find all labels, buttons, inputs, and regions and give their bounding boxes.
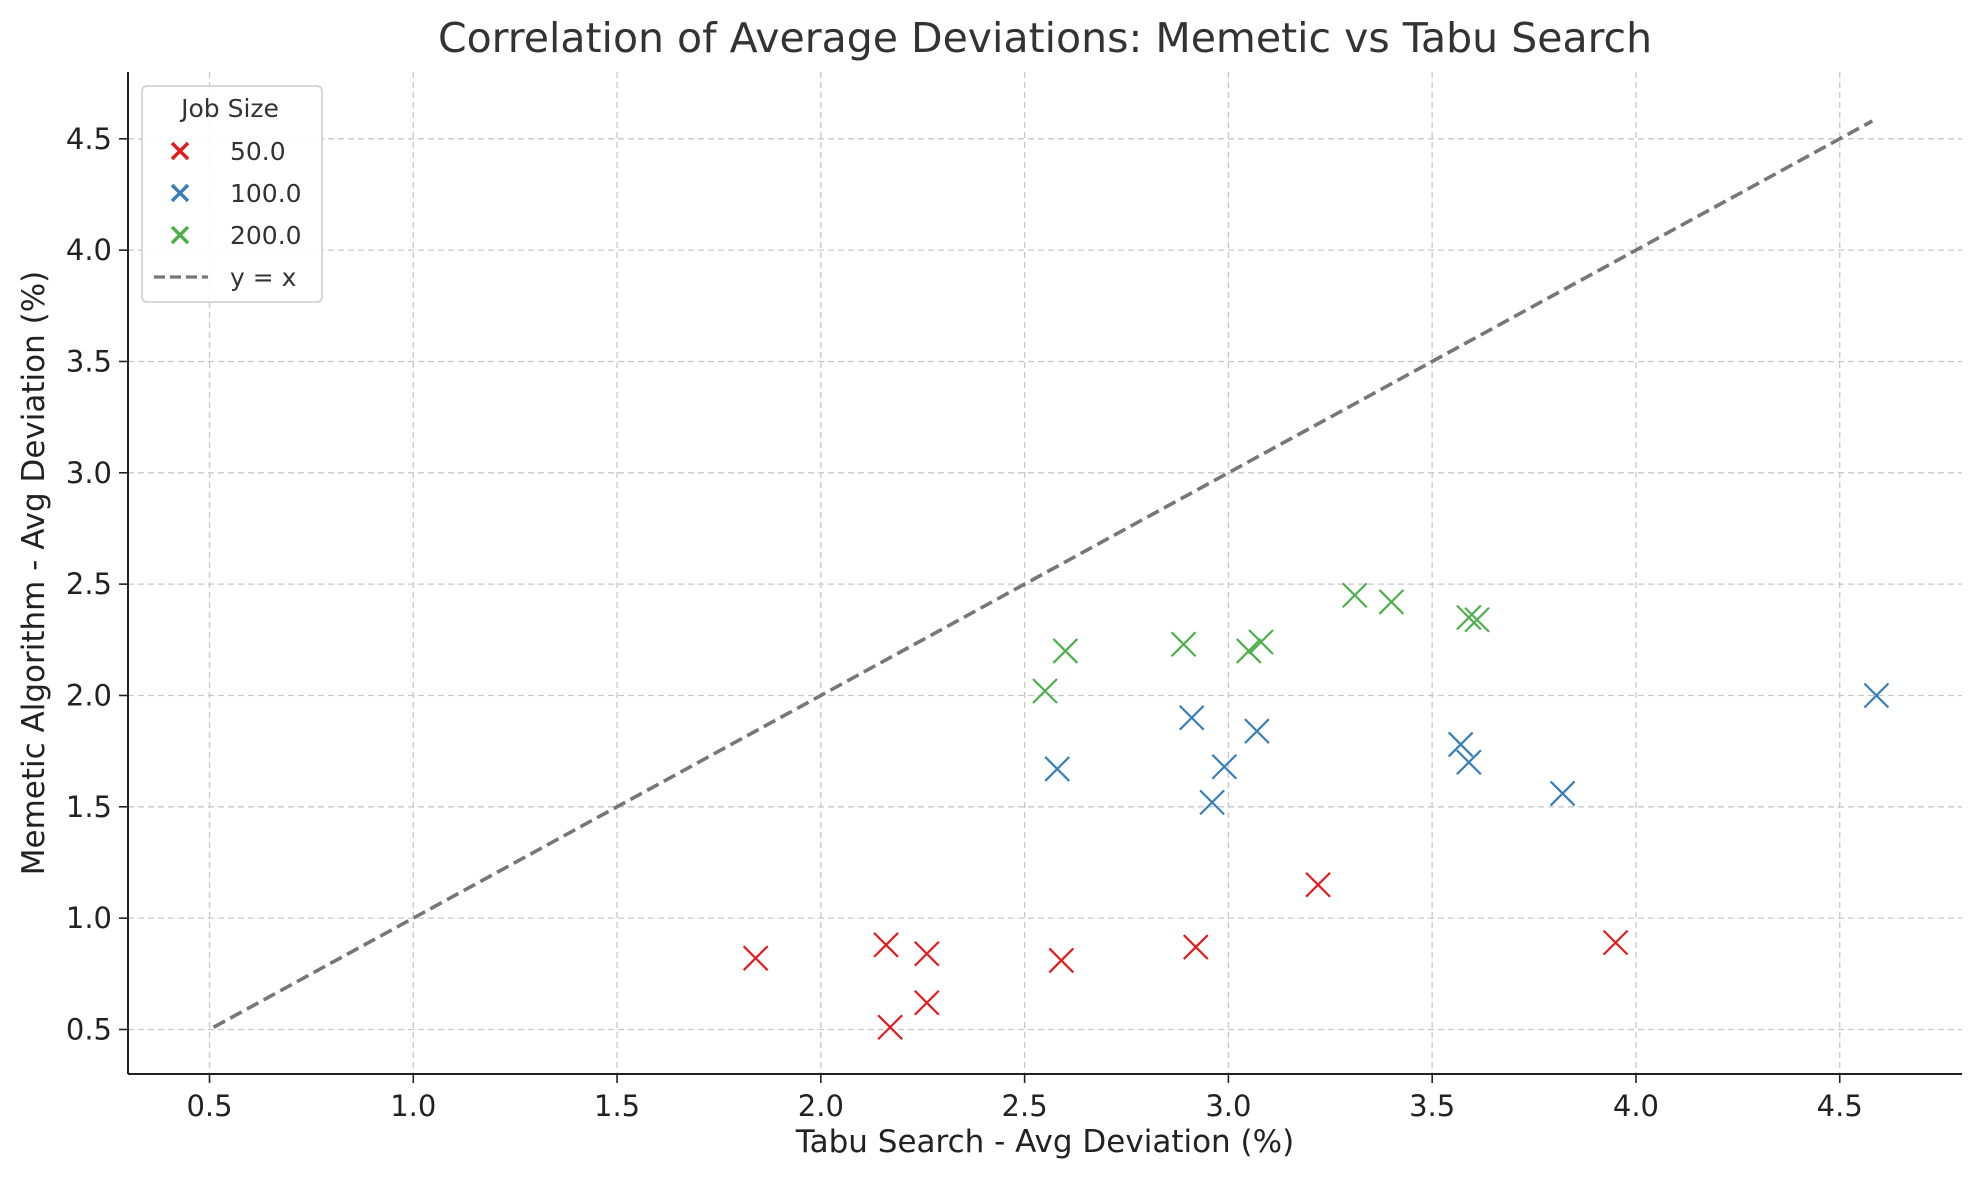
y-tick-label: 2.0 xyxy=(66,678,112,712)
legend-entry-50_0: 50.0 xyxy=(170,137,286,166)
legend-label: 50.0 xyxy=(230,137,286,166)
data-point-jobsize-50_0 xyxy=(1602,929,1629,956)
data-point-jobsize-100_0 xyxy=(1199,789,1225,816)
data-point-jobsize-100_0 xyxy=(1549,780,1576,807)
data-point-jobsize-200_0 xyxy=(1378,589,1405,615)
data-point-jobsize-200_0 xyxy=(1456,604,1482,631)
x-tick-label: 0.5 xyxy=(186,1089,232,1123)
legend-label: 200.0 xyxy=(230,221,302,250)
legend-label: y = x xyxy=(230,263,296,292)
ticks-layer: 0.5 1.0 1.5 2.0 2.5 3.0 3.5 4.0 4.5 0.5 1.0 1.5 2.0 2… xyxy=(66,122,1863,1123)
legend-entry-200_0: 200.0 xyxy=(170,221,302,250)
reference-line-y-equals-x xyxy=(212,119,1874,1029)
data-point-jobsize-50_0 xyxy=(914,940,940,967)
x-tick-label: 1.0 xyxy=(390,1089,436,1123)
reference-line-layer xyxy=(212,119,1874,1029)
data-point-jobsize-50_0 xyxy=(1048,947,1075,974)
y-tick-label: 2.5 xyxy=(66,567,112,601)
data-point-jobsize-100_0 xyxy=(1044,756,1071,782)
data-point-jobsize-200_0 xyxy=(1170,631,1197,658)
data-point-jobsize-100_0 xyxy=(1447,731,1474,758)
x-axis-label: Tabu Search - Avg Deviation (%) xyxy=(795,1124,1294,1160)
y-tick-label: 0.5 xyxy=(66,1012,112,1046)
data-point-jobsize-100_0 xyxy=(1211,753,1238,780)
legend-label: 100.0 xyxy=(230,179,302,208)
legend: Job Size 50.0 100.0 200.0 y = x xyxy=(141,85,323,303)
data-point-jobsize-200_0 xyxy=(1052,638,1079,664)
points-layer xyxy=(742,582,1890,1041)
y-axis-label: Memetic Algorithm - Avg Deviation (%) xyxy=(16,271,52,876)
x-tick-label: 2.0 xyxy=(798,1089,844,1123)
data-point-jobsize-200_0 xyxy=(1341,582,1368,609)
x-tick-label: 2.5 xyxy=(1002,1089,1048,1123)
legend-title: Job Size xyxy=(179,94,279,123)
x-tick-label: 4.0 xyxy=(1613,1089,1659,1123)
x-tick-label: 3.0 xyxy=(1205,1089,1251,1123)
y-tick-label: 3.5 xyxy=(66,344,112,378)
data-point-jobsize-50_0 xyxy=(873,932,899,958)
data-point-jobsize-200_0 xyxy=(1248,629,1274,655)
x-tick-label: 4.5 xyxy=(1817,1089,1863,1123)
grid-layer xyxy=(128,72,1962,1074)
y-tick-label: 1.5 xyxy=(66,790,112,824)
x-tick-label: 1.5 xyxy=(594,1089,640,1123)
data-point-jobsize-50_0 xyxy=(914,989,940,1016)
legend-entry-100_0: 100.0 xyxy=(170,179,302,208)
y-tick-label: 4.5 xyxy=(66,122,112,156)
data-point-jobsize-50_0 xyxy=(1305,871,1331,898)
x-tick-label: 3.5 xyxy=(1409,1089,1455,1123)
data-point-jobsize-100_0 xyxy=(1178,704,1205,731)
data-point-jobsize-100_0 xyxy=(1863,682,1890,709)
y-tick-label: 3.0 xyxy=(66,456,112,490)
chart-title: Correlation of Average Deviations: Memet… xyxy=(438,14,1652,62)
data-point-jobsize-50_0 xyxy=(877,1014,903,1041)
y-tick-label: 1.0 xyxy=(66,901,112,935)
axes-layer xyxy=(127,72,1962,1075)
legend-entries: 50.0 100.0 200.0 y = x xyxy=(154,137,302,292)
legend-entry-y-equals-x: y = x xyxy=(154,263,296,292)
data-point-jobsize-100_0 xyxy=(1456,749,1482,776)
data-point-jobsize-100_0 xyxy=(1244,718,1270,744)
data-point-jobsize-50_0 xyxy=(1183,934,1209,960)
data-point-jobsize-200_0 xyxy=(1032,678,1058,704)
data-point-jobsize-200_0 xyxy=(1236,638,1262,664)
data-point-jobsize-200_0 xyxy=(1464,606,1490,633)
legend-marker-x-icon xyxy=(170,225,190,245)
legend-marker-x-icon xyxy=(170,141,190,161)
legend-marker-x-icon xyxy=(170,183,190,203)
legend-box xyxy=(141,85,323,303)
data-point-jobsize-50_0 xyxy=(742,945,769,971)
y-tick-label: 4.0 xyxy=(66,233,112,267)
